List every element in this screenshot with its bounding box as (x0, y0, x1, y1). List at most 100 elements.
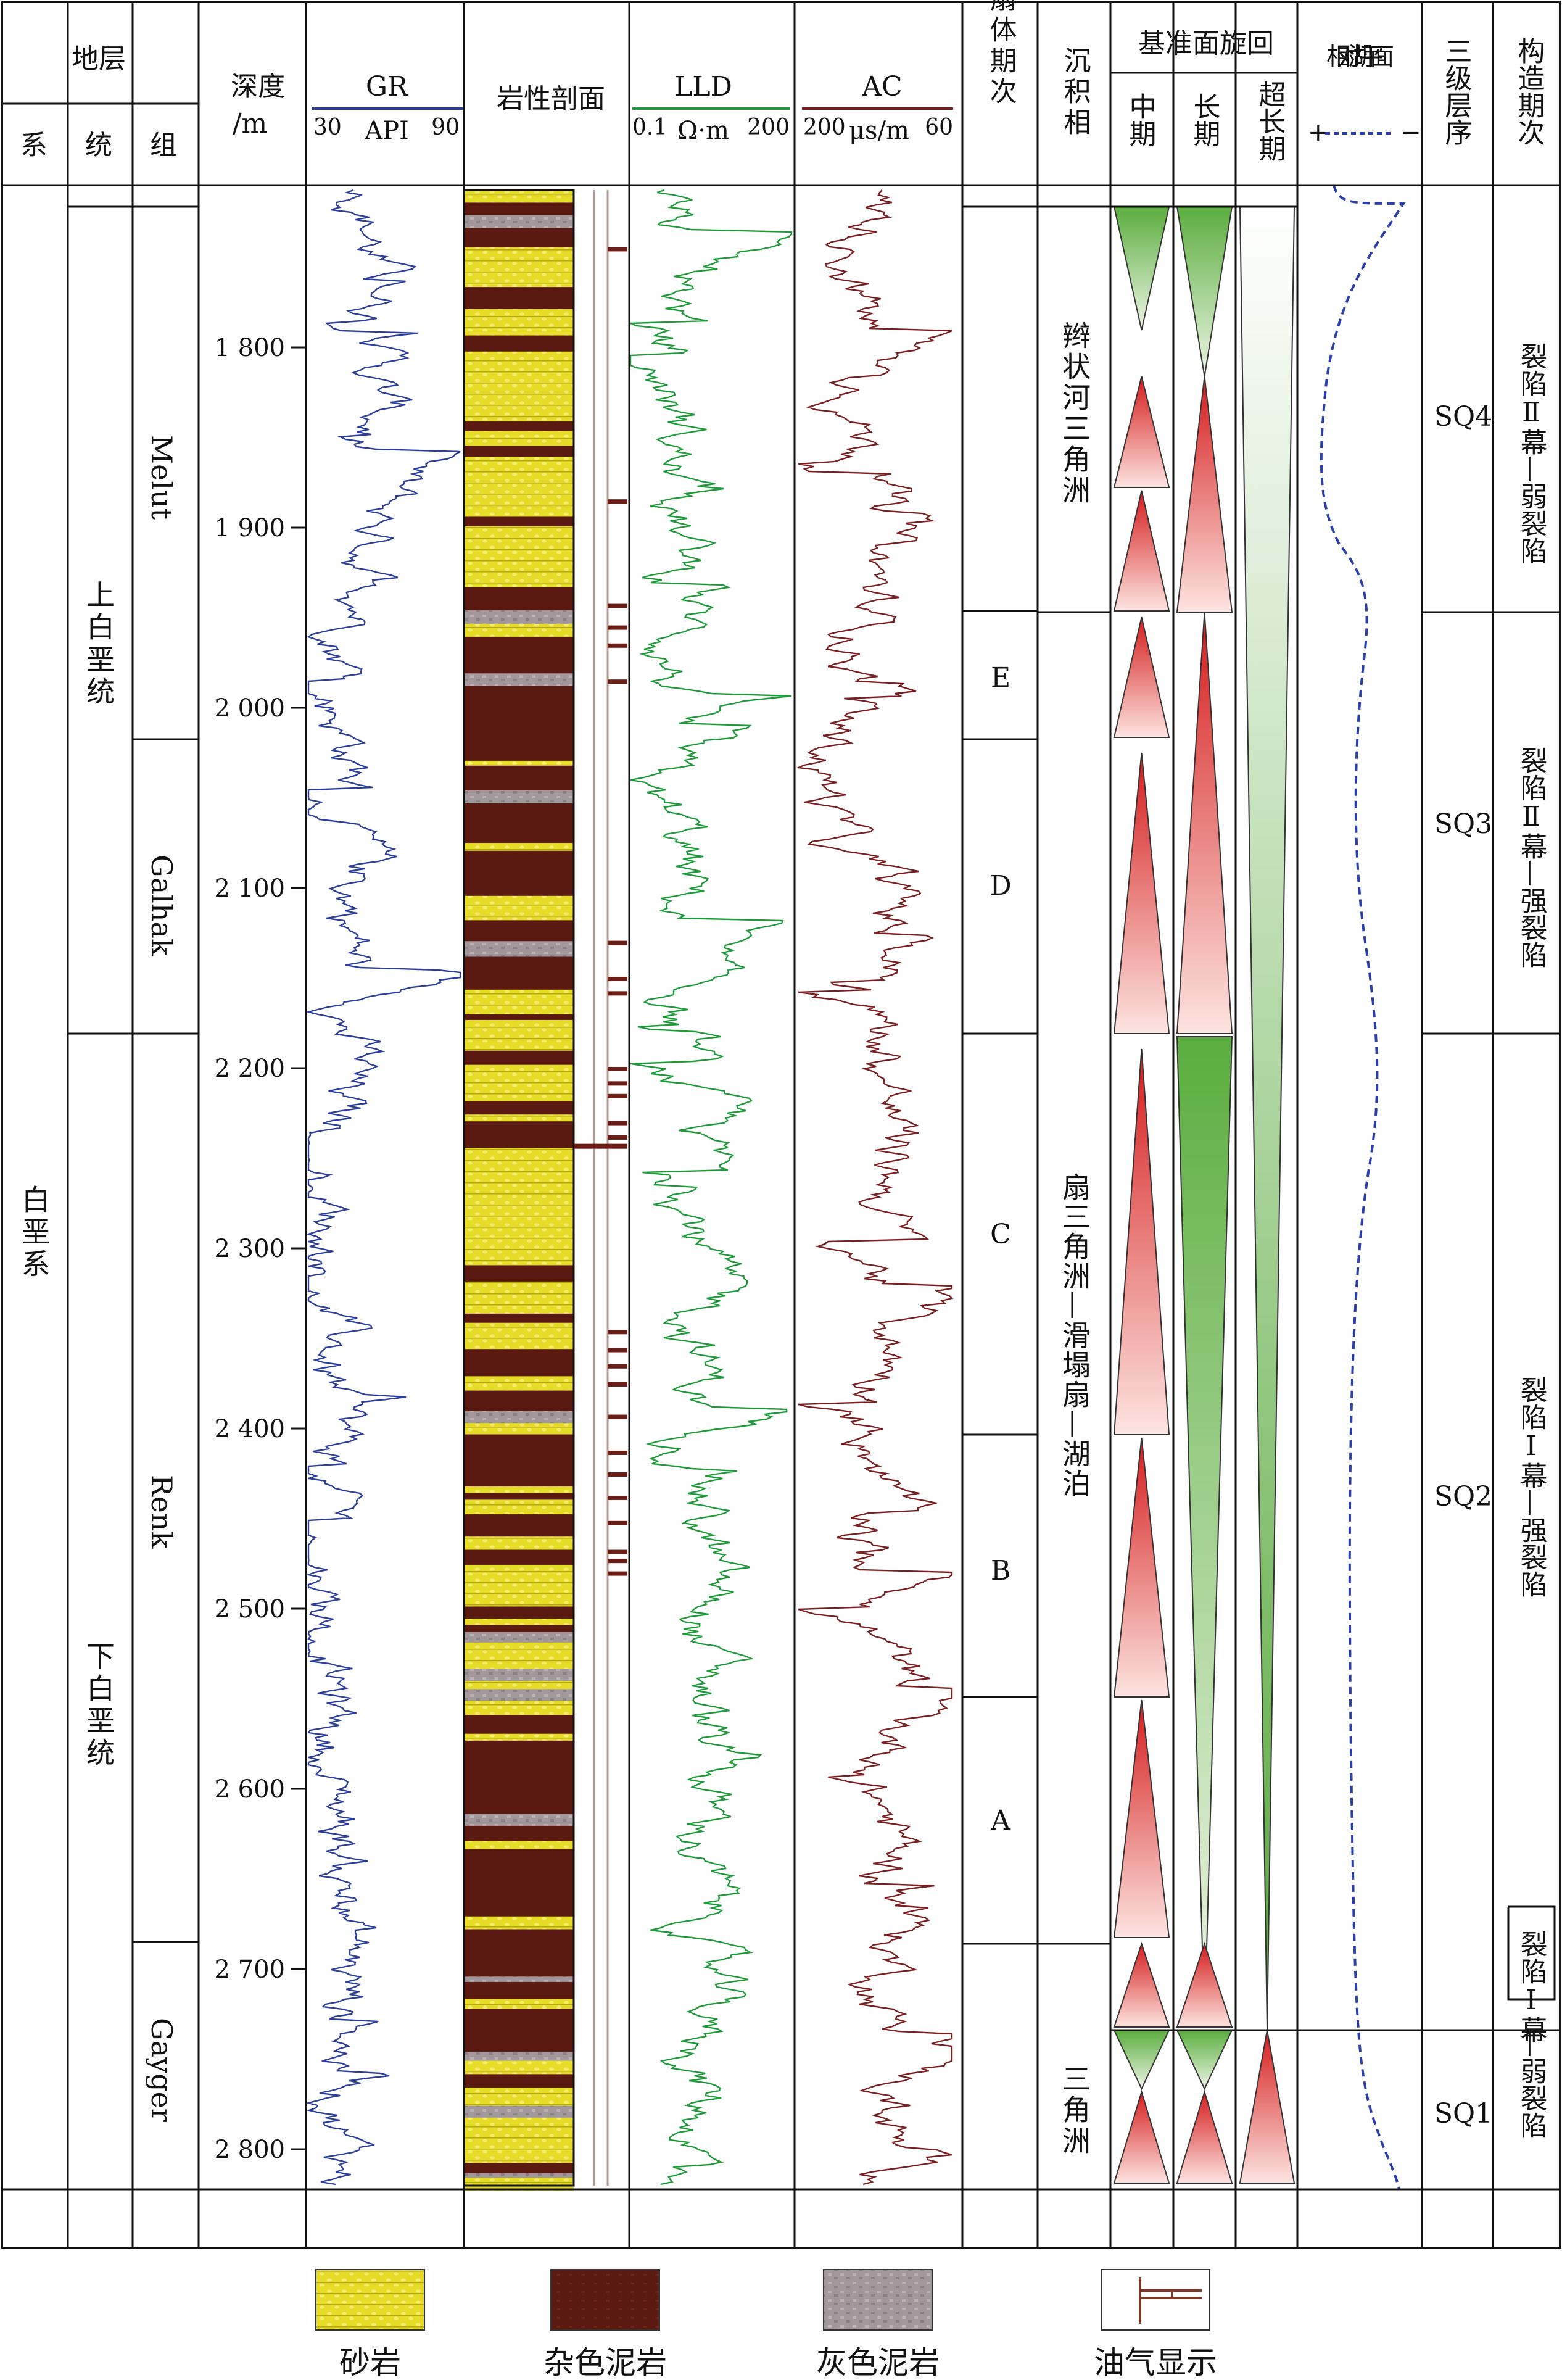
litho-bed (464, 1814, 574, 1822)
lake-level-curve (1320, 185, 1406, 2190)
litho-bed (464, 1340, 574, 1350)
litho-bed (464, 647, 574, 654)
falling-half-cycle (1113, 206, 1170, 331)
facies-header: 沉积相 (1059, 46, 1091, 139)
litho-bed (464, 563, 574, 573)
upper-series-label: 上白垩统 (82, 580, 115, 708)
legend-mud-label: 杂色泥岩 (543, 2345, 667, 2378)
oil-show-mark (574, 1143, 627, 1149)
litho-bed (464, 1121, 574, 1134)
litho-bed (464, 335, 574, 352)
lithology-column (463, 189, 575, 2191)
depth-tick-label: 1 800 (214, 334, 285, 362)
facies-labels: 辫状河三角洲 扇三角洲—滑塌扇—湖泊 三角洲 (1058, 321, 1091, 2157)
litho-bed (464, 1899, 574, 1917)
tectonic-labels: 裂陷Ⅱ幕—弱裂陷 裂陷Ⅱ幕—强裂陷 裂陷Ⅰ幕—强裂陷 裂陷Ⅰ幕 —弱裂陷 (1516, 342, 1547, 2139)
oil-show-mark (608, 679, 627, 684)
litho-bed (464, 1078, 574, 1085)
litho-bed (464, 673, 574, 687)
rising-half-cycle (1113, 2089, 1170, 2184)
litho-bed (464, 1293, 574, 1310)
litho-bed (464, 309, 574, 315)
litho-bed (464, 725, 574, 732)
litho-bed (464, 2173, 574, 2178)
litho-bed (464, 636, 574, 648)
oil-show-mark (608, 1135, 627, 1140)
litho-bed (464, 1434, 574, 1451)
oil-show-mark (608, 1382, 627, 1387)
lld-header-unit: Ω·m (677, 117, 729, 145)
formation-galhak: Galhak (145, 855, 178, 956)
litho-bed (464, 1050, 574, 1066)
rising-half-cycle (1176, 2089, 1233, 2184)
outer-frame (1, 1, 1561, 2249)
litho-bed (464, 293, 574, 310)
oil-show-mark (608, 603, 627, 608)
litho-bed (464, 2060, 574, 2075)
litho-bed (464, 1148, 574, 1156)
depth-tick-label: 2 700 (214, 1955, 285, 1984)
litho-bed (464, 1014, 574, 1021)
litho-bed (464, 2100, 574, 2107)
litho-bed (464, 1423, 574, 1435)
litho-bed (464, 407, 574, 422)
litho-bed (464, 1801, 574, 1814)
litho-bed (464, 1715, 574, 1720)
litho-bed (464, 816, 574, 832)
litho-bed (464, 1689, 574, 1701)
litho-bed (464, 1028, 574, 1041)
oil-show-mark (608, 1093, 627, 1098)
ac-header-right: 60 (925, 115, 953, 140)
litho-bed (464, 1114, 574, 1122)
rising-half-cycle (1113, 1437, 1170, 1698)
oil-show-mark (608, 625, 627, 630)
fan-header: 扇体期次 (985, 0, 1017, 108)
litho-bed (464, 1602, 574, 1607)
rising-half-cycle (1176, 376, 1233, 613)
litho-bed (464, 1632, 574, 1643)
litho-header: 岩性剖面 (497, 83, 605, 115)
litho-bed (464, 351, 574, 362)
litho-bed (464, 1182, 574, 1190)
litho-bed (464, 2137, 574, 2143)
facies-upper: 辫状河三角洲 (1058, 321, 1091, 506)
litho-bed (464, 190, 574, 203)
litho-bed (464, 1132, 574, 1141)
litho-bed (464, 1514, 574, 1523)
litho-bed (464, 2052, 574, 2061)
falling-half-cycle (1176, 2030, 1233, 2091)
litho-bed (464, 1591, 574, 1603)
litho-bed (464, 962, 574, 979)
litho-bed (464, 669, 574, 674)
oil-show-mark (608, 1330, 627, 1335)
oil-show-mark (608, 977, 627, 981)
litho-bed (464, 260, 574, 276)
oil-show-mark (608, 1081, 627, 1086)
litho-bed (464, 390, 574, 408)
litho-bed (464, 760, 574, 766)
litho-bed (464, 1106, 574, 1115)
litho-bed (464, 228, 574, 234)
litho-bed (464, 508, 574, 518)
litho-bed (464, 883, 574, 897)
litho-bed (464, 446, 574, 457)
litho-bed (464, 516, 574, 527)
litho-bed (464, 843, 574, 852)
oil-show-mark (608, 1571, 627, 1576)
litho-bed (464, 2074, 574, 2079)
depth-tick-label: 2 600 (214, 1775, 285, 1804)
rising-half-cycle (1113, 1048, 1170, 1435)
rising-half-cycle (1113, 752, 1170, 1034)
litho-bed (464, 457, 574, 471)
litho-bed (464, 381, 574, 391)
litho-bed (464, 1313, 574, 1324)
series-header: 统 (85, 130, 112, 161)
litho-bed (464, 1929, 574, 1944)
litho-bed (464, 526, 574, 536)
litho-bed (464, 1972, 574, 1977)
litho-bed (464, 1606, 574, 1619)
litho-bed (464, 783, 574, 791)
rising-half-cycle (1113, 616, 1170, 738)
litho-bed (464, 2009, 574, 2026)
litho-bed (464, 1976, 574, 1983)
